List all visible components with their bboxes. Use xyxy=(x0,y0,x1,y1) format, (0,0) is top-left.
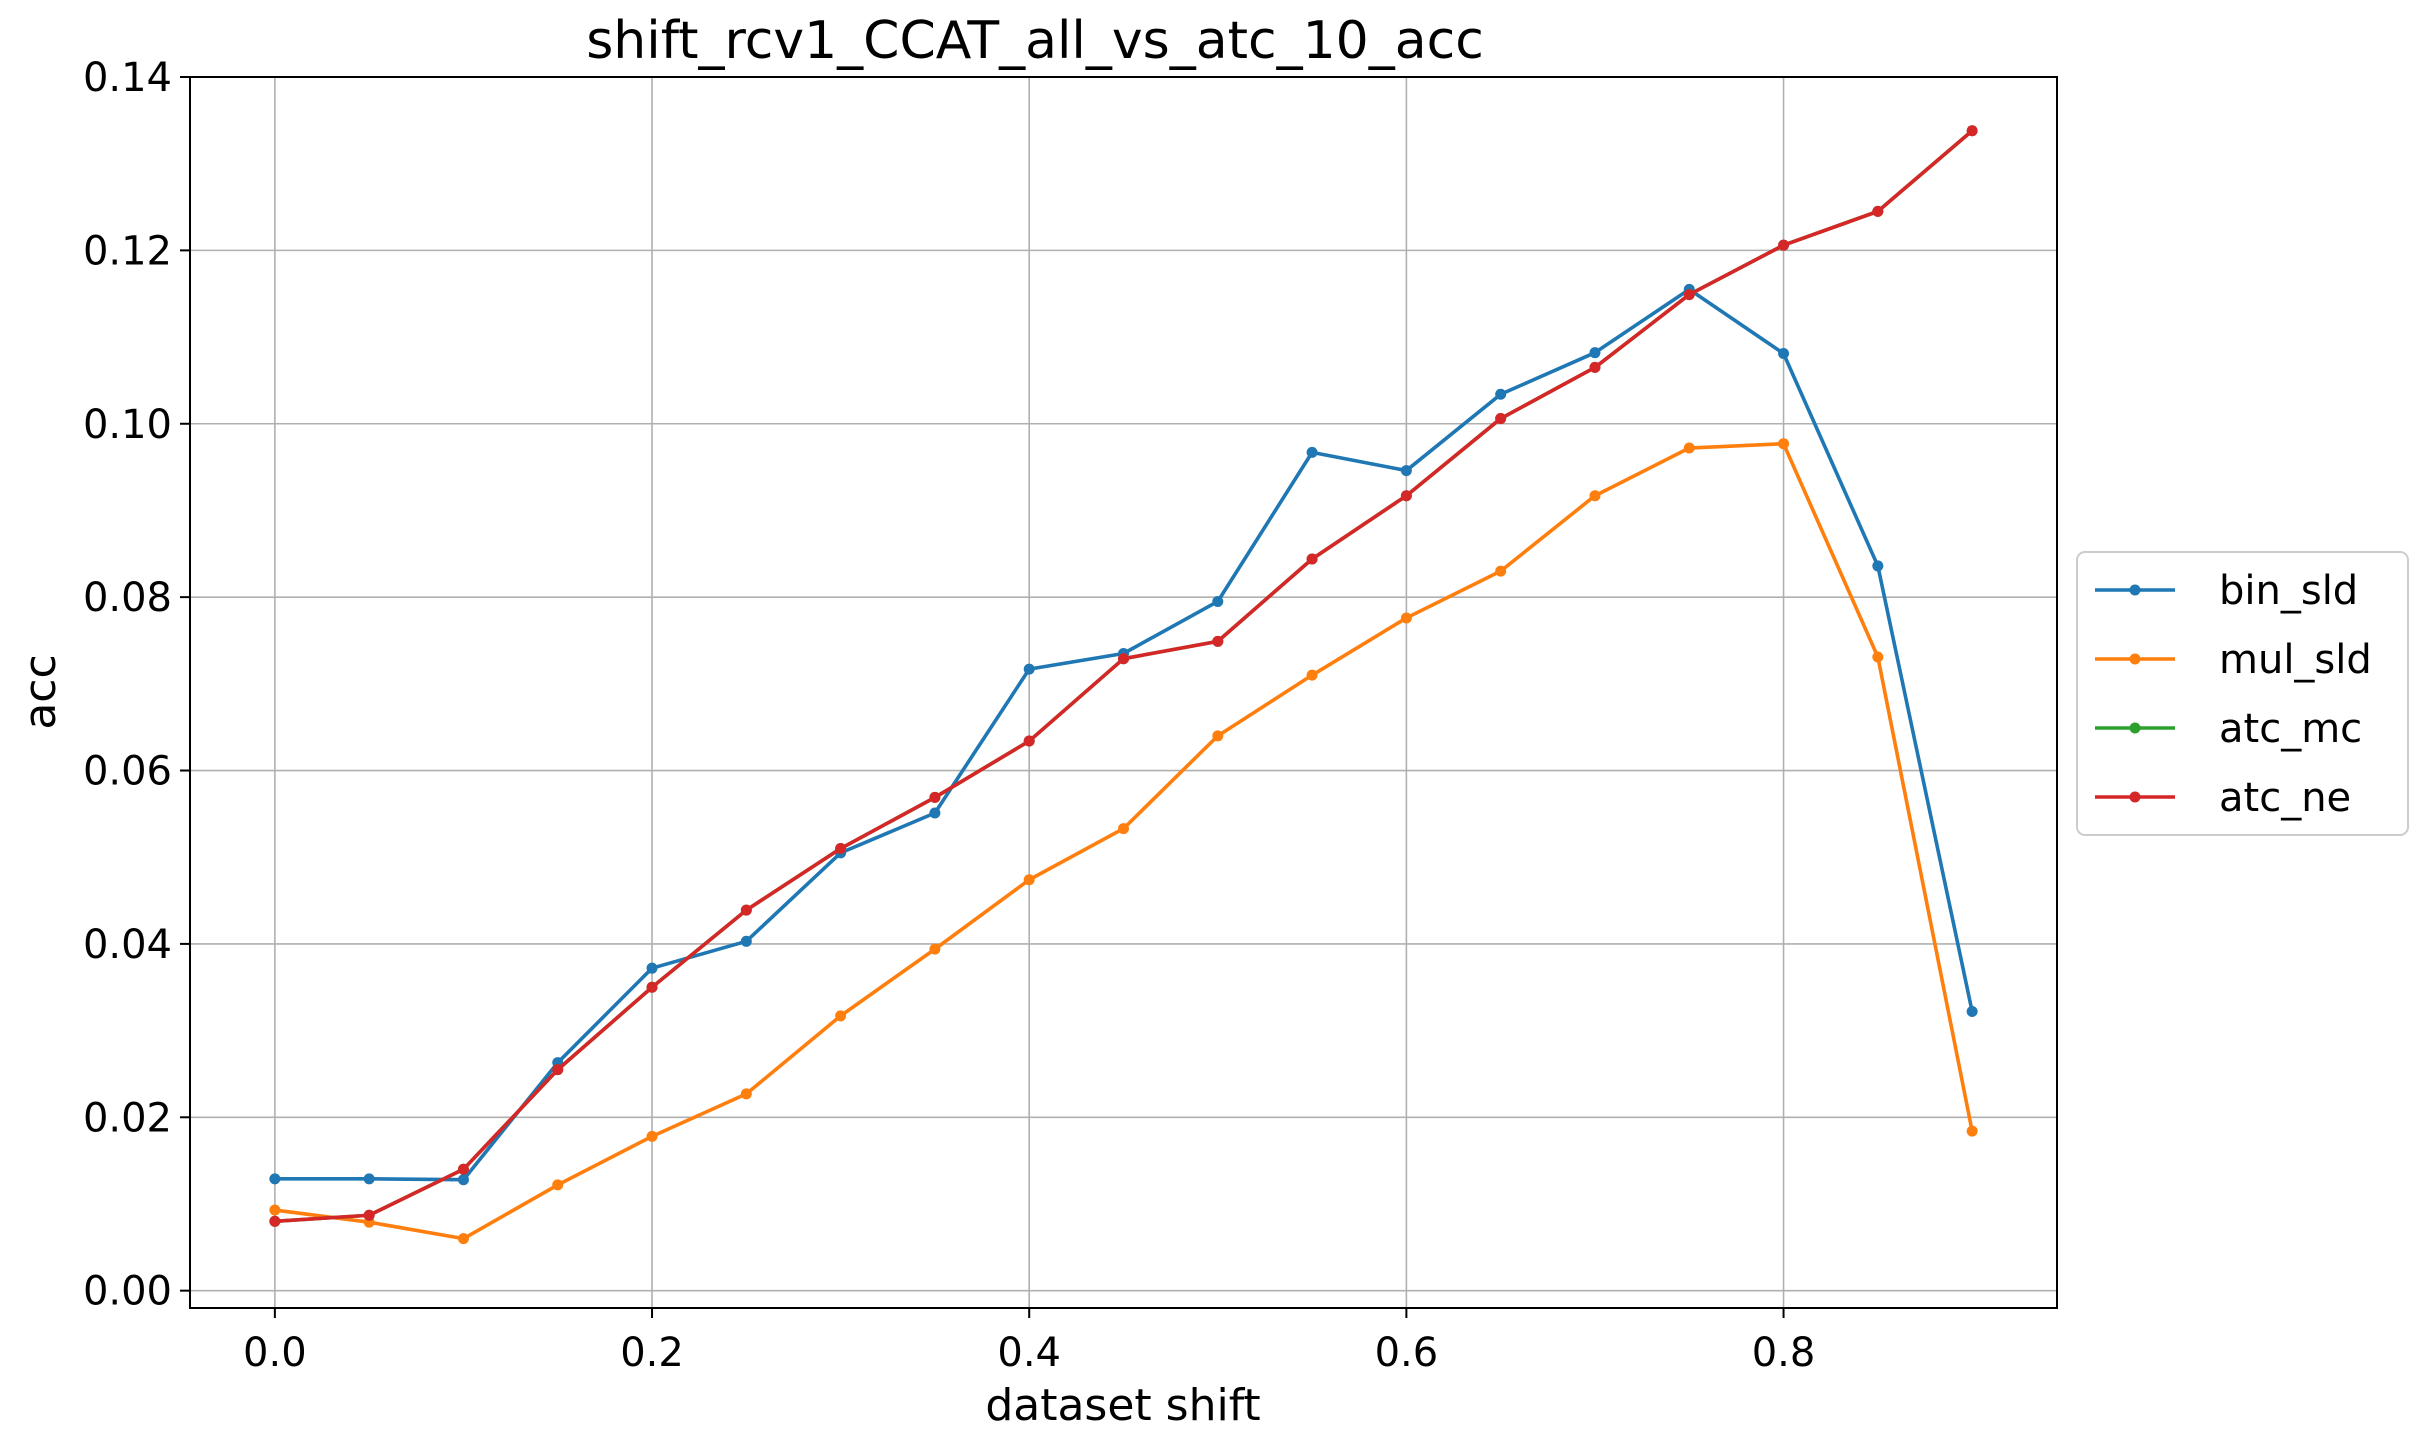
y-tick-label: 0.02 xyxy=(83,1095,172,1141)
x-tick-label: 0.0 xyxy=(243,1330,307,1376)
series-mul_sld xyxy=(269,438,1978,1245)
data-point xyxy=(1023,663,1035,675)
data-point xyxy=(929,807,941,819)
data-point xyxy=(363,1173,375,1185)
data-point xyxy=(269,1173,281,1185)
legend-item: mul_sld xyxy=(2095,637,2372,683)
legend: bin_sld mul_sld atc_mc atc_ne xyxy=(2076,551,2409,836)
legend-item: atc_mc xyxy=(2095,706,2362,752)
data-point xyxy=(1400,490,1412,502)
data-point xyxy=(1212,595,1224,607)
series-layer xyxy=(269,125,1978,1245)
y-tick-label: 0.04 xyxy=(83,922,172,968)
y-tick-label: 0.10 xyxy=(83,402,172,448)
legend-label: bin_sld xyxy=(2219,568,2358,614)
data-point xyxy=(552,1064,564,1076)
data-point xyxy=(1966,1125,1978,1137)
data-point xyxy=(1778,438,1790,450)
data-point xyxy=(1589,490,1601,502)
data-point xyxy=(1589,347,1601,359)
legend-item: atc_ne xyxy=(2095,775,2351,821)
legend-box xyxy=(2076,551,2409,836)
data-point xyxy=(457,1233,469,1245)
legend-swatch-marker xyxy=(2129,791,2141,803)
legend-label: mul_sld xyxy=(2219,637,2372,683)
data-point xyxy=(1400,465,1412,477)
data-point xyxy=(457,1174,469,1186)
data-point xyxy=(1400,612,1412,624)
y-axis-label: acc xyxy=(15,654,66,729)
data-point xyxy=(1778,348,1790,360)
legend-swatch-marker xyxy=(2129,722,2141,734)
data-point xyxy=(740,904,752,916)
data-point xyxy=(740,1088,752,1100)
data-point xyxy=(1306,553,1318,565)
y-tick-label: 0.00 xyxy=(83,1269,172,1315)
data-point xyxy=(835,843,847,855)
y-tick-label: 0.14 xyxy=(83,55,172,101)
x-tick-label: 0.2 xyxy=(620,1330,684,1376)
plot-frame xyxy=(189,76,2058,1309)
data-point xyxy=(646,962,658,974)
ticks: 0.0 0.2 0.4 0.6 0.8 0.00 0.02 0.04 0.06 0.08 0.10 0… xyxy=(83,55,1815,1376)
data-point xyxy=(1872,651,1884,663)
legend-item: bin_sld xyxy=(2095,568,2358,614)
y-tick-label: 0.08 xyxy=(83,575,172,621)
data-point xyxy=(1306,669,1318,681)
data-point xyxy=(1778,239,1790,251)
data-point xyxy=(1118,823,1129,835)
series-atc_ne xyxy=(269,125,1978,1227)
data-point xyxy=(1872,205,1884,217)
x-tick-label: 0.4 xyxy=(997,1330,1061,1376)
data-point xyxy=(1306,446,1318,458)
data-point xyxy=(269,1204,281,1216)
legend-label: atc_ne xyxy=(2219,775,2351,821)
data-point xyxy=(929,943,941,955)
legend-swatch-marker xyxy=(2129,584,2141,596)
legend-label: atc_mc xyxy=(2219,706,2362,752)
data-point xyxy=(1683,289,1695,301)
data-point xyxy=(1683,442,1695,454)
data-point xyxy=(1212,635,1224,647)
data-point xyxy=(1495,388,1507,400)
x-tick-label: 0.8 xyxy=(1752,1330,1816,1376)
data-point xyxy=(552,1179,564,1191)
data-point xyxy=(363,1209,375,1221)
data-point xyxy=(646,981,658,993)
y-tick-label: 0.06 xyxy=(83,749,172,795)
data-point xyxy=(929,791,941,803)
data-point xyxy=(1966,1006,1978,1018)
data-point xyxy=(1495,413,1507,425)
data-point xyxy=(1023,874,1035,886)
data-point xyxy=(1212,730,1224,742)
data-point xyxy=(1495,565,1507,577)
data-point xyxy=(740,935,752,947)
data-point xyxy=(1023,735,1035,747)
data-point xyxy=(269,1215,281,1227)
chart-title: shift_rcv1_CCAT_all_vs_atc_10_acc xyxy=(586,11,1484,71)
legend-swatch-marker xyxy=(2129,653,2141,665)
data-point xyxy=(646,1130,658,1142)
x-tick-label: 0.6 xyxy=(1375,1330,1439,1376)
x-axis-label: dataset shift xyxy=(985,1380,1260,1431)
y-tick-label: 0.12 xyxy=(83,228,172,274)
data-point xyxy=(1589,361,1601,373)
data-point xyxy=(835,1010,847,1022)
data-point xyxy=(1966,125,1978,137)
data-point xyxy=(457,1163,469,1175)
data-point xyxy=(1872,560,1884,572)
data-point xyxy=(1118,653,1129,665)
